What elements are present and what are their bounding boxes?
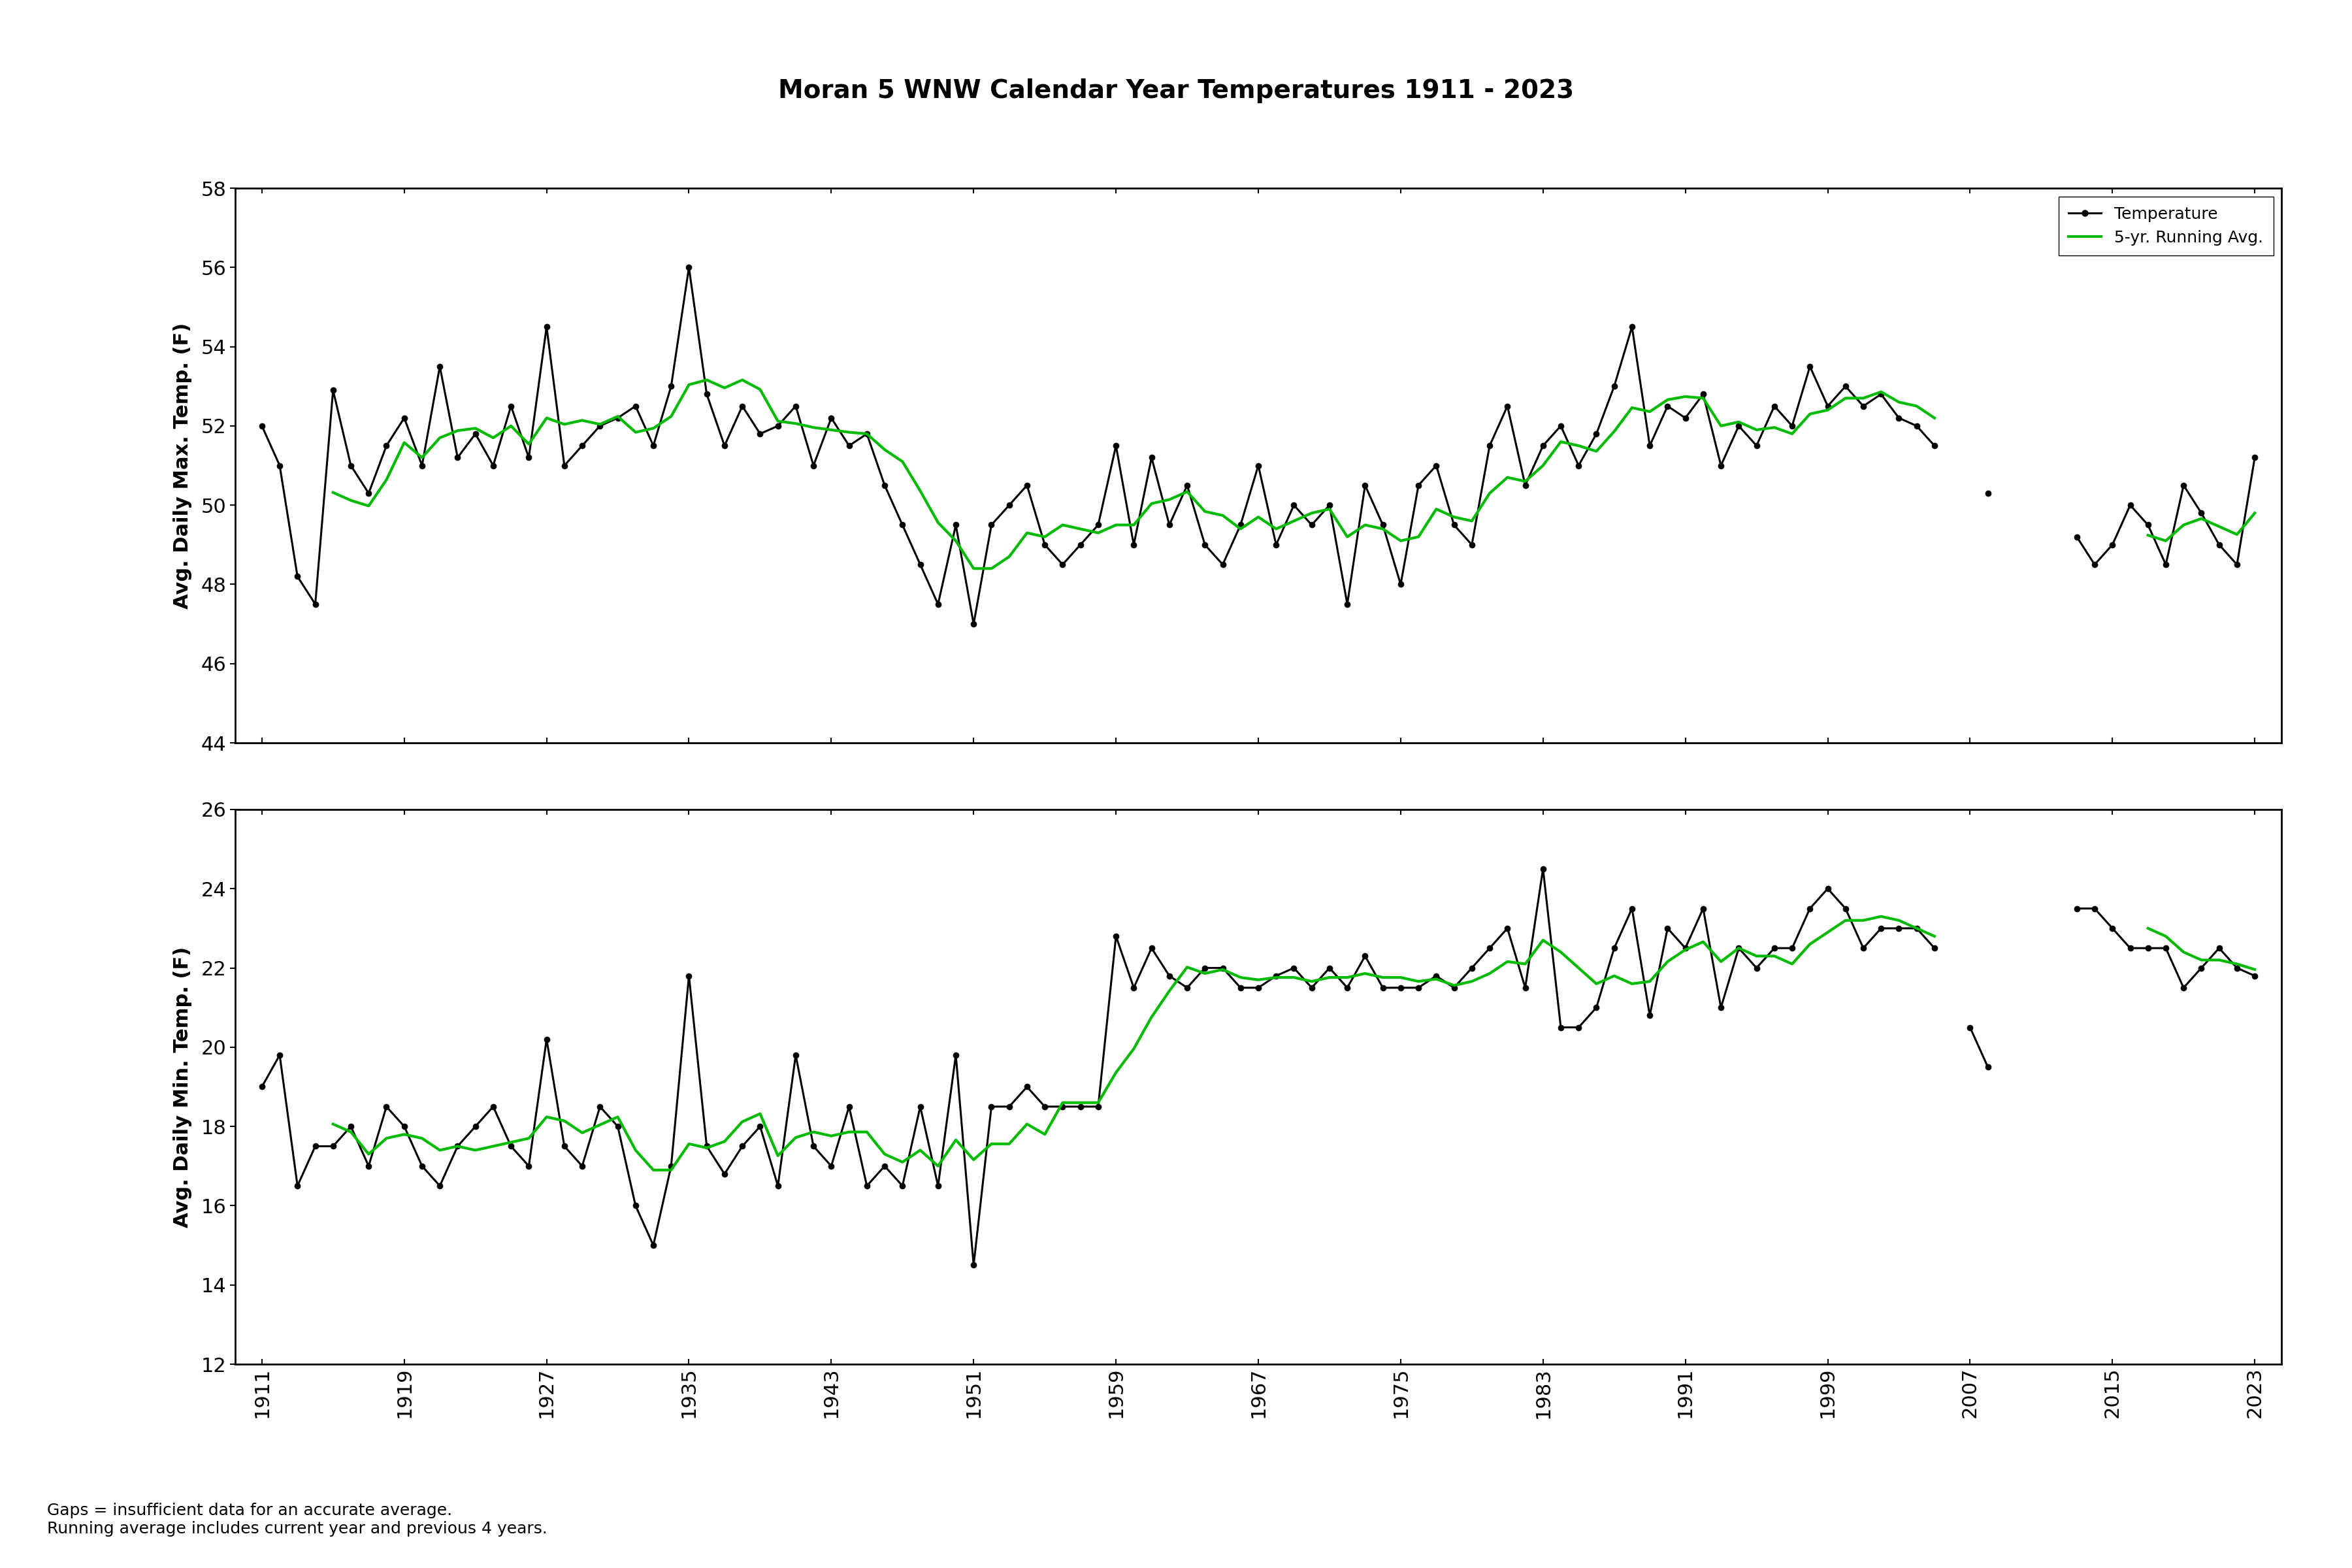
- Text: Moran 5 WNW Calendar Year Temperatures 1911 - 2023: Moran 5 WNW Calendar Year Temperatures 1…: [779, 78, 1573, 103]
- Y-axis label: Avg. Daily Min. Temp. (F): Avg. Daily Min. Temp. (F): [174, 946, 193, 1228]
- Y-axis label: Avg. Daily Max. Temp. (F): Avg. Daily Max. Temp. (F): [174, 323, 193, 608]
- Legend: Temperature, 5-yr. Running Avg.: Temperature, 5-yr. Running Avg.: [2058, 196, 2274, 256]
- Text: Gaps = insufficient data for an accurate average.
Running average includes curre: Gaps = insufficient data for an accurate…: [47, 1502, 548, 1537]
